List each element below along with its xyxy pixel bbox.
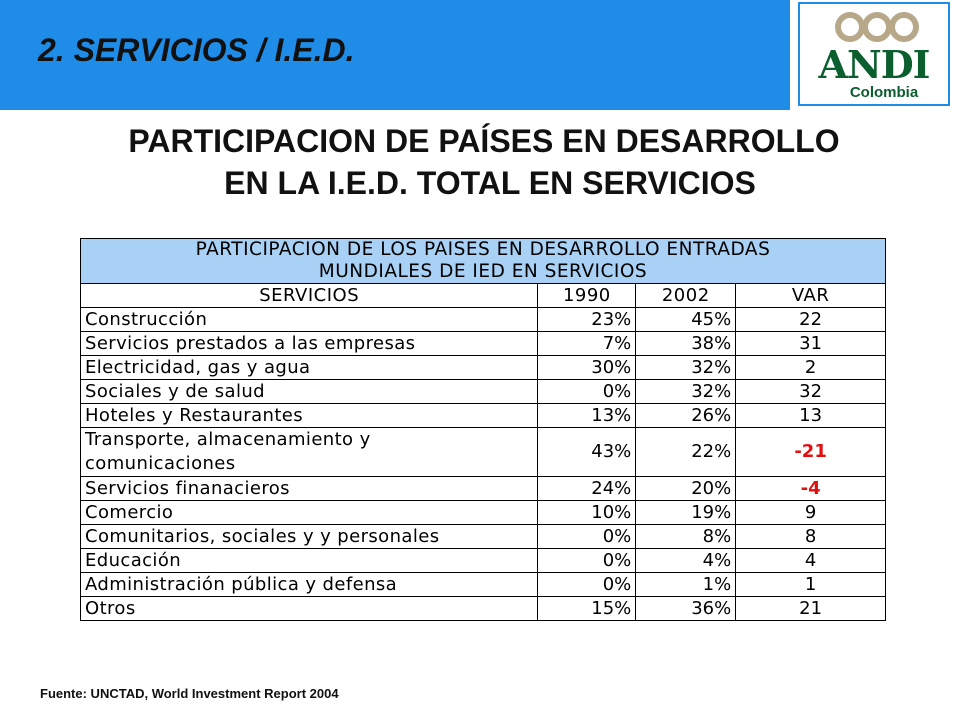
table-row: Administración pública y defensa 0% 1% 1	[79, 572, 886, 597]
variation-cell-negative: -21	[735, 427, 886, 477]
caption-line-1: PARTICIPACION DE LOS PAISES EN DESARROLL…	[195, 239, 771, 260]
sector-line-2: comunicaciones	[85, 453, 236, 474]
sector-cell: Electricidad, gas y agua	[79, 355, 539, 380]
value-2002-cell: 8%	[635, 524, 737, 549]
table-row: Transporte, almacenamiento y comunicacio…	[79, 427, 886, 477]
variation-cell: 13	[735, 403, 886, 428]
value-1990-cell: 7%	[537, 331, 637, 356]
variation-cell: 1	[735, 572, 886, 597]
sector-cell: Sociales y de salud	[79, 379, 539, 404]
variation-cell: 2	[735, 355, 886, 380]
table-row: Otros 15% 36% 21	[79, 596, 886, 621]
logo-wordmark: ANDI	[818, 42, 931, 87]
value-2002-cell: 32%	[635, 355, 737, 380]
page-heading: PARTICIPACION DE PAÍSES EN DESARROLLO EN…	[0, 120, 960, 204]
column-header-1990: 1990	[537, 283, 637, 308]
sector-cell: Educación	[79, 548, 539, 573]
variation-cell: 32	[735, 379, 886, 404]
sector-cell: Comercio	[79, 500, 539, 525]
variation-cell: 4	[735, 548, 886, 573]
value-2002-cell: 22%	[635, 427, 737, 477]
caption-line-2: MUNDIALES DE IED EN SERVICIOS	[318, 261, 648, 282]
variation-cell: 8	[735, 524, 886, 549]
value-1990-cell: 0%	[537, 524, 637, 549]
table-row: Servicios finanacieros 24% 20% -4	[79, 476, 886, 501]
value-1990-cell: 43%	[537, 427, 637, 477]
table-row: Educación 0% 4% 4	[79, 548, 886, 573]
sector-cell: Construcción	[79, 307, 539, 332]
table-row: Comercio 10% 19% 9	[79, 500, 886, 525]
table-row: Comunitarios, sociales y y personales 0%…	[79, 524, 886, 549]
table-row: Construcción 23% 45% 22	[79, 307, 886, 332]
value-1990-cell: 24%	[537, 476, 637, 501]
table-row: Electricidad, gas y agua 30% 32% 2	[79, 355, 886, 380]
sector-cell: Comunitarios, sociales y y personales	[79, 524, 539, 549]
column-header-var: VAR	[735, 283, 886, 308]
heading-line-1: PARTICIPACION DE PAÍSES EN DESARROLLO	[128, 123, 840, 159]
value-1990-cell: 0%	[537, 572, 637, 597]
value-2002-cell: 4%	[635, 548, 737, 573]
table-caption-row: PARTICIPACION DE LOS PAISES EN DESARROLL…	[80, 238, 886, 284]
variation-cell-negative: -4	[735, 476, 886, 501]
variation-cell: 31	[735, 331, 886, 356]
value-2002-cell: 26%	[635, 403, 737, 428]
value-1990-cell: 30%	[537, 355, 637, 380]
heading-line-2: EN LA I.E.D. TOTAL EN SERVICIOS	[224, 165, 756, 201]
variation-cell: 21	[735, 596, 886, 621]
value-2002-cell: 19%	[635, 500, 737, 525]
ied-services-table: PARTICIPACION DE LOS PAISES EN DESARROLL…	[79, 238, 886, 621]
table-caption: PARTICIPACION DE LOS PAISES EN DESARROLL…	[80, 238, 886, 284]
table-row: Servicios prestados a las empresas 7% 38…	[79, 331, 886, 356]
sector-cell: Servicios finanacieros	[79, 476, 539, 501]
value-1990-cell: 15%	[537, 596, 637, 621]
value-1990-cell: 10%	[537, 500, 637, 525]
sector-line-1: Transporte, almacenamiento y	[85, 429, 371, 450]
value-1990-cell: 0%	[537, 548, 637, 573]
value-2002-cell: 32%	[635, 379, 737, 404]
table-row: Hoteles y Restaurantes 13% 26% 13	[79, 403, 886, 428]
value-1990-cell: 23%	[537, 307, 637, 332]
table-row: Sociales y de salud 0% 32% 32	[79, 379, 886, 404]
sector-cell: Hoteles y Restaurantes	[79, 403, 539, 428]
value-2002-cell: 38%	[635, 331, 737, 356]
section-title: 2. SERVICIOS / I.E.D.	[38, 32, 355, 68]
andi-logo: ANDI Colombia	[790, 0, 960, 110]
sector-cell: Administración pública y defensa	[79, 572, 539, 597]
column-header-services: SERVICIOS	[79, 283, 539, 308]
value-2002-cell: 45%	[635, 307, 737, 332]
sector-cell: Otros	[79, 596, 539, 621]
logo-subtitle: Colombia	[849, 84, 919, 101]
sector-cell: Transporte, almacenamiento y comunicacio…	[79, 427, 539, 477]
variation-cell: 9	[735, 500, 886, 525]
value-1990-cell: 13%	[537, 403, 637, 428]
sector-cell: Servicios prestados a las empresas	[79, 331, 539, 356]
value-1990-cell: 0%	[537, 379, 637, 404]
logo-rings-icon	[835, 12, 919, 42]
value-2002-cell: 1%	[635, 572, 737, 597]
column-header-2002: 2002	[635, 283, 737, 308]
source-note: Fuente: UNCTAD, World Investment Report …	[40, 686, 339, 701]
variation-cell: 22	[735, 307, 886, 332]
value-2002-cell: 36%	[635, 596, 737, 621]
value-2002-cell: 20%	[635, 476, 737, 501]
table-header-row: SERVICIOS 1990 2002 VAR	[79, 283, 886, 308]
logo-frame: ANDI Colombia	[798, 2, 950, 106]
header-banner: 2. SERVICIOS / I.E.D.	[0, 0, 790, 110]
